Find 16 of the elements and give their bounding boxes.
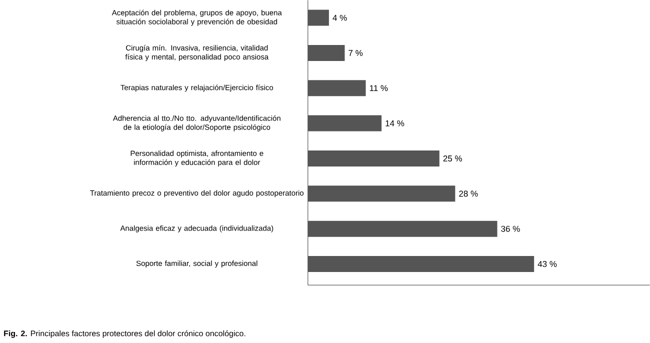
- data-label: 25 %: [443, 155, 462, 162]
- data-label: 36 %: [501, 226, 520, 232]
- bar: [308, 80, 366, 96]
- bar: [308, 10, 329, 26]
- bar: [308, 220, 498, 237]
- data-label: 7 %: [348, 50, 363, 56]
- bar: [308, 44, 345, 61]
- data-label: 4 %: [332, 14, 347, 21]
- data-label: 28 %: [459, 190, 478, 197]
- data-label: 14 %: [386, 120, 404, 126]
- data-label: 11 %: [370, 85, 388, 92]
- data-label: 43 %: [538, 260, 557, 267]
- bar: [308, 115, 382, 132]
- bar: [308, 256, 534, 272]
- bar: [308, 186, 456, 202]
- bar: [308, 150, 440, 166]
